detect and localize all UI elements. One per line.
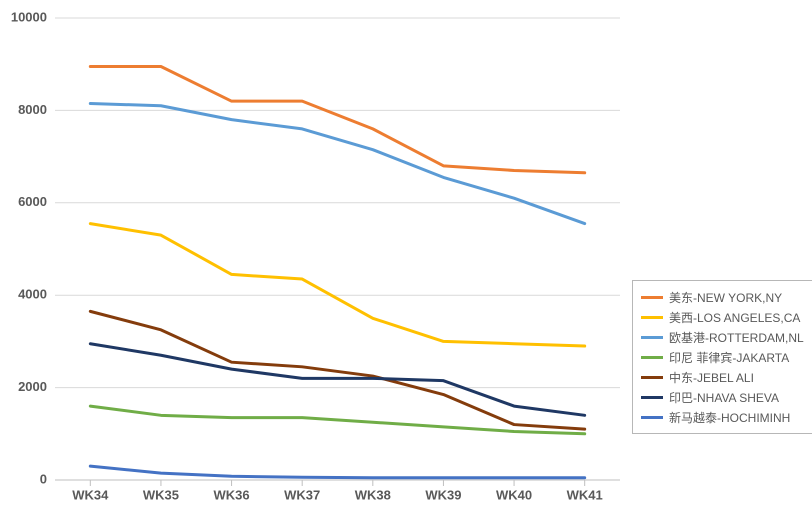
legend-label: 美东-NEW YORK,NY	[669, 289, 782, 306]
x-tick-label: WK35	[143, 488, 179, 503]
x-tick-label: WK39	[425, 488, 461, 503]
y-tick-label: 4000	[18, 287, 47, 302]
legend-item: 欧基港-ROTTERDAM,NL	[641, 327, 804, 347]
legend-label: 中东-JEBEL ALI	[669, 369, 754, 386]
y-tick-label: 10000	[11, 9, 47, 24]
x-tick-label: WK37	[284, 488, 320, 503]
legend-label: 欧基港-ROTTERDAM,NL	[669, 329, 804, 346]
series-line	[90, 67, 584, 173]
series-line	[90, 224, 584, 346]
legend-label: 印巴-NHAVA SHEVA	[669, 389, 779, 406]
y-tick-label: 6000	[18, 194, 47, 209]
x-tick-label: WK38	[355, 488, 391, 503]
legend-item: 中东-JEBEL ALI	[641, 367, 804, 387]
legend-item: 印尼 菲律宾-JAKARTA	[641, 347, 804, 367]
legend-swatch	[641, 336, 663, 339]
legend-swatch	[641, 396, 663, 399]
legend-label: 印尼 菲律宾-JAKARTA	[669, 349, 789, 366]
legend-item: 美西-LOS ANGELES,CA	[641, 307, 804, 327]
line-chart: 0 2000 4000 6000 8000 10000 WK34 WK35 WK36 WK37 WK…	[0, 0, 812, 525]
legend-swatch	[641, 296, 663, 299]
legend: 美东-NEW YORK,NY 美西-LOS ANGELES,CA 欧基港-ROTTE…	[632, 280, 812, 434]
legend-swatch	[641, 356, 663, 359]
series-line	[90, 103, 584, 223]
legend-item: 美东-NEW YORK,NY	[641, 287, 804, 307]
y-tick-label: 2000	[18, 379, 47, 394]
legend-label: 新马越泰-HOCHIMINH	[669, 409, 790, 426]
legend-swatch	[641, 316, 663, 319]
series-line	[90, 406, 584, 434]
chart-svg: 0 2000 4000 6000 8000 10000 WK34 WK35 WK36 WK37 WK…	[0, 0, 812, 525]
y-tick-label: 0	[40, 471, 47, 486]
legend-swatch	[641, 416, 663, 419]
series-line	[90, 311, 584, 429]
legend-swatch	[641, 376, 663, 379]
series-line	[90, 466, 584, 478]
legend-item: 新马越泰-HOCHIMINH	[641, 407, 804, 427]
x-tick-label: WK34	[72, 488, 109, 503]
x-tick-label: WK40	[496, 488, 532, 503]
y-tick-label: 8000	[18, 102, 47, 117]
x-tick-label: WK36	[214, 488, 250, 503]
x-tick-label: WK41	[567, 488, 603, 503]
legend-item: 印巴-NHAVA SHEVA	[641, 387, 804, 407]
legend-label: 美西-LOS ANGELES,CA	[669, 309, 800, 326]
series-line	[90, 344, 584, 416]
